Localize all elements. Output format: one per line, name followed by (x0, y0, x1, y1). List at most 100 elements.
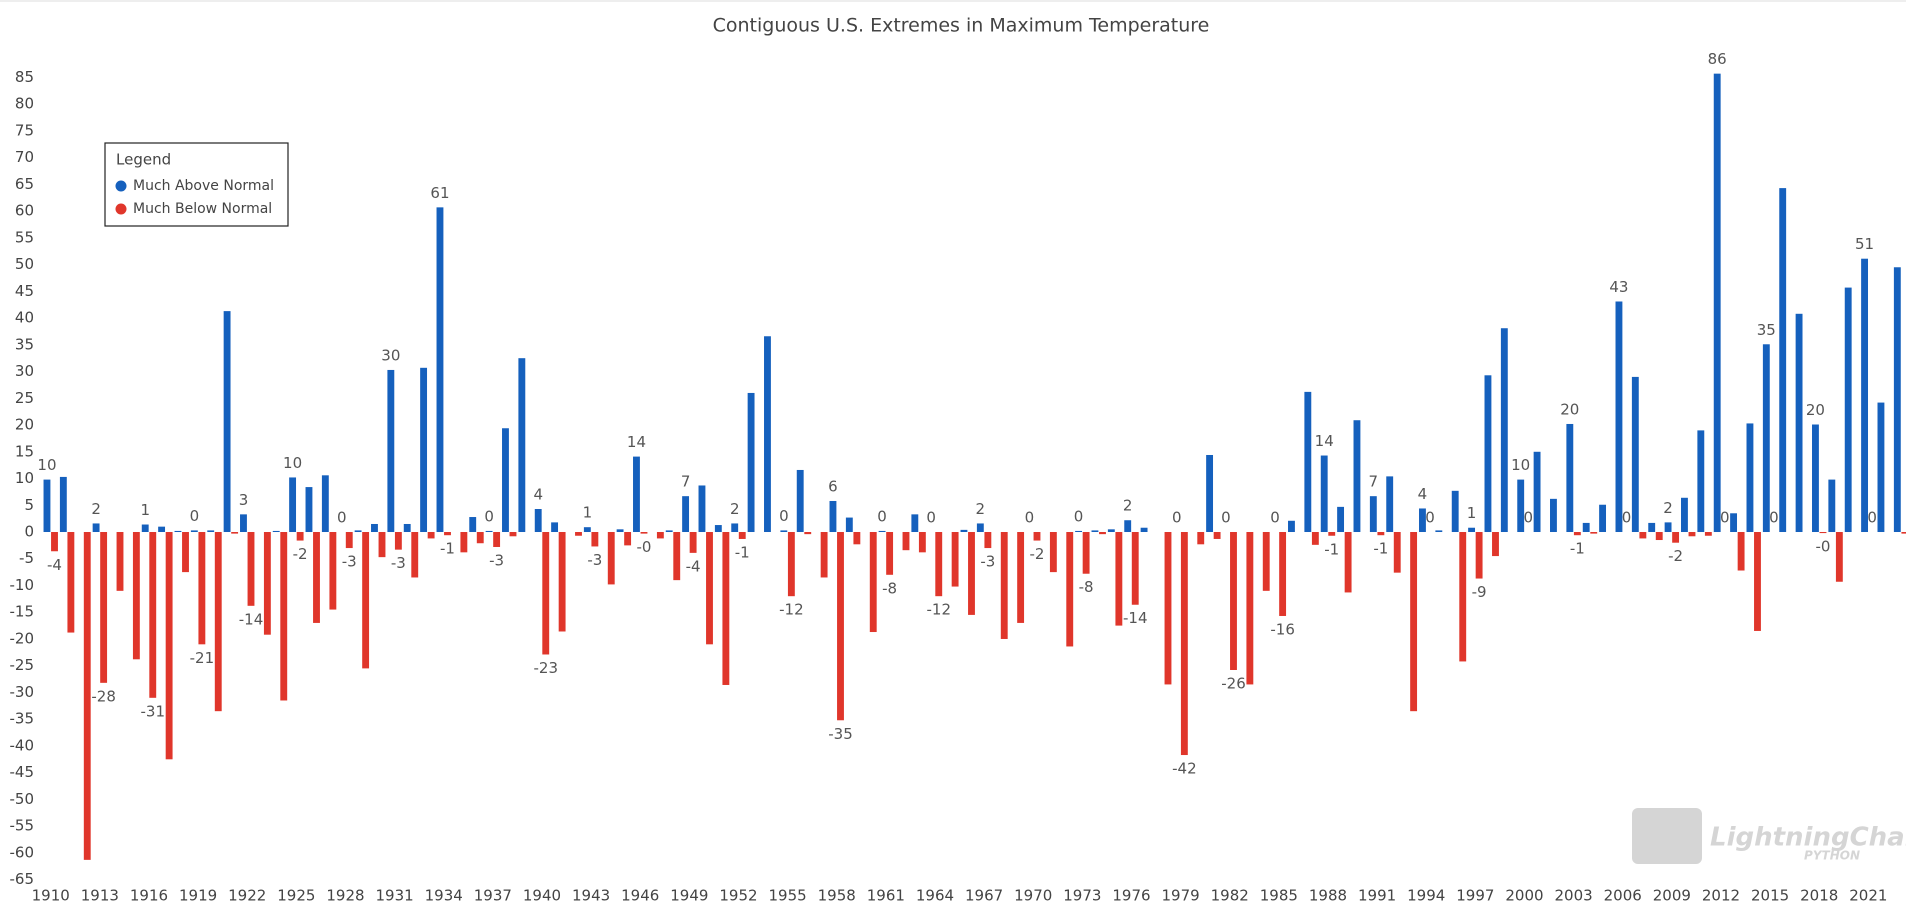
data-label: -4 (47, 556, 62, 574)
bar (984, 532, 992, 549)
bar (682, 496, 690, 533)
data-label: 43 (1609, 278, 1628, 296)
bar (231, 532, 239, 534)
x-tick-label: 1910 (32, 887, 70, 905)
chart-title: Contiguous U.S. Extremes in Maximum Temp… (713, 15, 1210, 37)
bar (1835, 532, 1843, 582)
y-tick-label: 30 (15, 362, 34, 380)
data-label: -16 (1270, 620, 1295, 638)
bar (1419, 508, 1426, 533)
bar (1737, 532, 1745, 571)
x-tick-label: 1925 (277, 887, 315, 905)
y-tick-label: -35 (10, 710, 35, 728)
bar (1082, 532, 1090, 574)
bar (787, 532, 795, 597)
data-label: -3 (391, 554, 406, 572)
x-tick-label: 1934 (425, 887, 463, 905)
bar (1631, 376, 1639, 533)
bar (1730, 513, 1738, 533)
data-label: -3 (489, 551, 504, 569)
bar (1681, 497, 1688, 533)
bar (1279, 532, 1287, 616)
data-label: 10 (283, 454, 302, 472)
data-label: 0 (484, 507, 494, 525)
data-label: 10 (1511, 456, 1530, 474)
bar (714, 525, 722, 533)
bar (263, 532, 271, 635)
bar (1099, 532, 1106, 535)
bar (534, 509, 542, 533)
y-tick-label: 20 (15, 416, 34, 434)
bar (1000, 532, 1008, 639)
x-tick-label: 1976 (1112, 887, 1150, 905)
bar (1311, 532, 1319, 545)
bar (640, 532, 648, 534)
bar (878, 530, 886, 533)
bar (1344, 532, 1352, 593)
data-label: 35 (1757, 321, 1776, 339)
data-label: -3 (342, 553, 357, 571)
x-tick-label: 1952 (719, 887, 757, 905)
bar (656, 532, 664, 539)
y-tick-label: 65 (15, 175, 34, 193)
bar (804, 532, 812, 535)
x-tick-label: 1979 (1162, 887, 1200, 905)
data-label: 0 (1769, 509, 1779, 527)
bar (165, 532, 173, 760)
y-tick-label: 80 (15, 95, 34, 113)
bar (394, 532, 402, 550)
x-tick-label: 1973 (1063, 887, 1101, 905)
bar (387, 369, 395, 533)
bar (345, 532, 353, 549)
bar (1393, 532, 1401, 573)
bar (1704, 532, 1712, 536)
bar (1582, 522, 1590, 533)
bar (411, 532, 419, 578)
y-tick-label: 85 (15, 68, 34, 86)
x-tick-label: 2021 (1849, 887, 1887, 905)
data-label: -4 (686, 557, 701, 575)
y-tick-label: 60 (15, 202, 34, 220)
bar (1828, 479, 1836, 533)
data-label: -1 (440, 540, 455, 558)
bar (280, 532, 288, 701)
bar (1893, 267, 1901, 533)
bar (1861, 258, 1869, 533)
bar (296, 532, 304, 541)
bar (1328, 532, 1336, 536)
y-tick-label: 15 (15, 442, 34, 460)
x-tick-label: 1943 (572, 887, 610, 905)
bar (182, 532, 189, 573)
bar (1468, 527, 1476, 533)
bar (1779, 188, 1787, 533)
bar (820, 532, 828, 578)
x-tick-label: 1970 (1014, 887, 1052, 905)
data-label: -21 (190, 649, 215, 667)
bar (321, 475, 329, 533)
watermark-logo (1632, 808, 1702, 864)
bar (698, 485, 706, 533)
bar (1877, 402, 1885, 533)
legend-label: Much Above Normal (133, 178, 274, 194)
data-label: -2 (1668, 547, 1683, 565)
bar (886, 532, 894, 575)
data-label: 10 (37, 456, 56, 474)
y-tick-label: -20 (10, 629, 35, 647)
y-tick-label: 5 (24, 496, 34, 514)
data-label: -0 (1815, 538, 1830, 556)
bar (420, 367, 428, 533)
bar (240, 514, 247, 533)
data-label: 6 (828, 477, 838, 495)
bar (1746, 423, 1754, 533)
x-tick-label: 1928 (326, 887, 364, 905)
bar (1140, 527, 1148, 533)
bar (951, 532, 959, 587)
bar (1320, 455, 1328, 533)
bar (174, 530, 182, 533)
bar (67, 532, 75, 633)
bar (1075, 530, 1083, 533)
bar (1131, 532, 1139, 605)
data-label: 0 (1025, 509, 1035, 527)
x-tick-label: 1931 (376, 887, 414, 905)
x-tick-label: 1991 (1358, 887, 1396, 905)
